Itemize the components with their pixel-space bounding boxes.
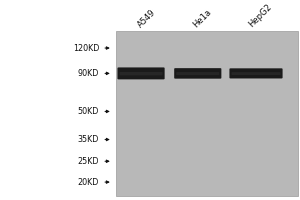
Text: 90KD: 90KD — [78, 69, 99, 78]
Text: 120KD: 120KD — [73, 44, 99, 53]
Text: 25KD: 25KD — [78, 157, 99, 166]
Text: 35KD: 35KD — [78, 135, 99, 144]
Text: He1a: He1a — [191, 7, 213, 29]
FancyBboxPatch shape — [232, 72, 280, 75]
FancyBboxPatch shape — [230, 68, 283, 78]
FancyBboxPatch shape — [174, 68, 221, 79]
Text: 50KD: 50KD — [78, 107, 99, 116]
Text: HepG2: HepG2 — [247, 2, 273, 29]
FancyBboxPatch shape — [119, 72, 163, 75]
FancyBboxPatch shape — [118, 67, 165, 79]
Text: A549: A549 — [136, 7, 158, 29]
Text: 20KD: 20KD — [78, 178, 99, 187]
Bar — [116, 31, 298, 196]
FancyBboxPatch shape — [176, 72, 219, 75]
